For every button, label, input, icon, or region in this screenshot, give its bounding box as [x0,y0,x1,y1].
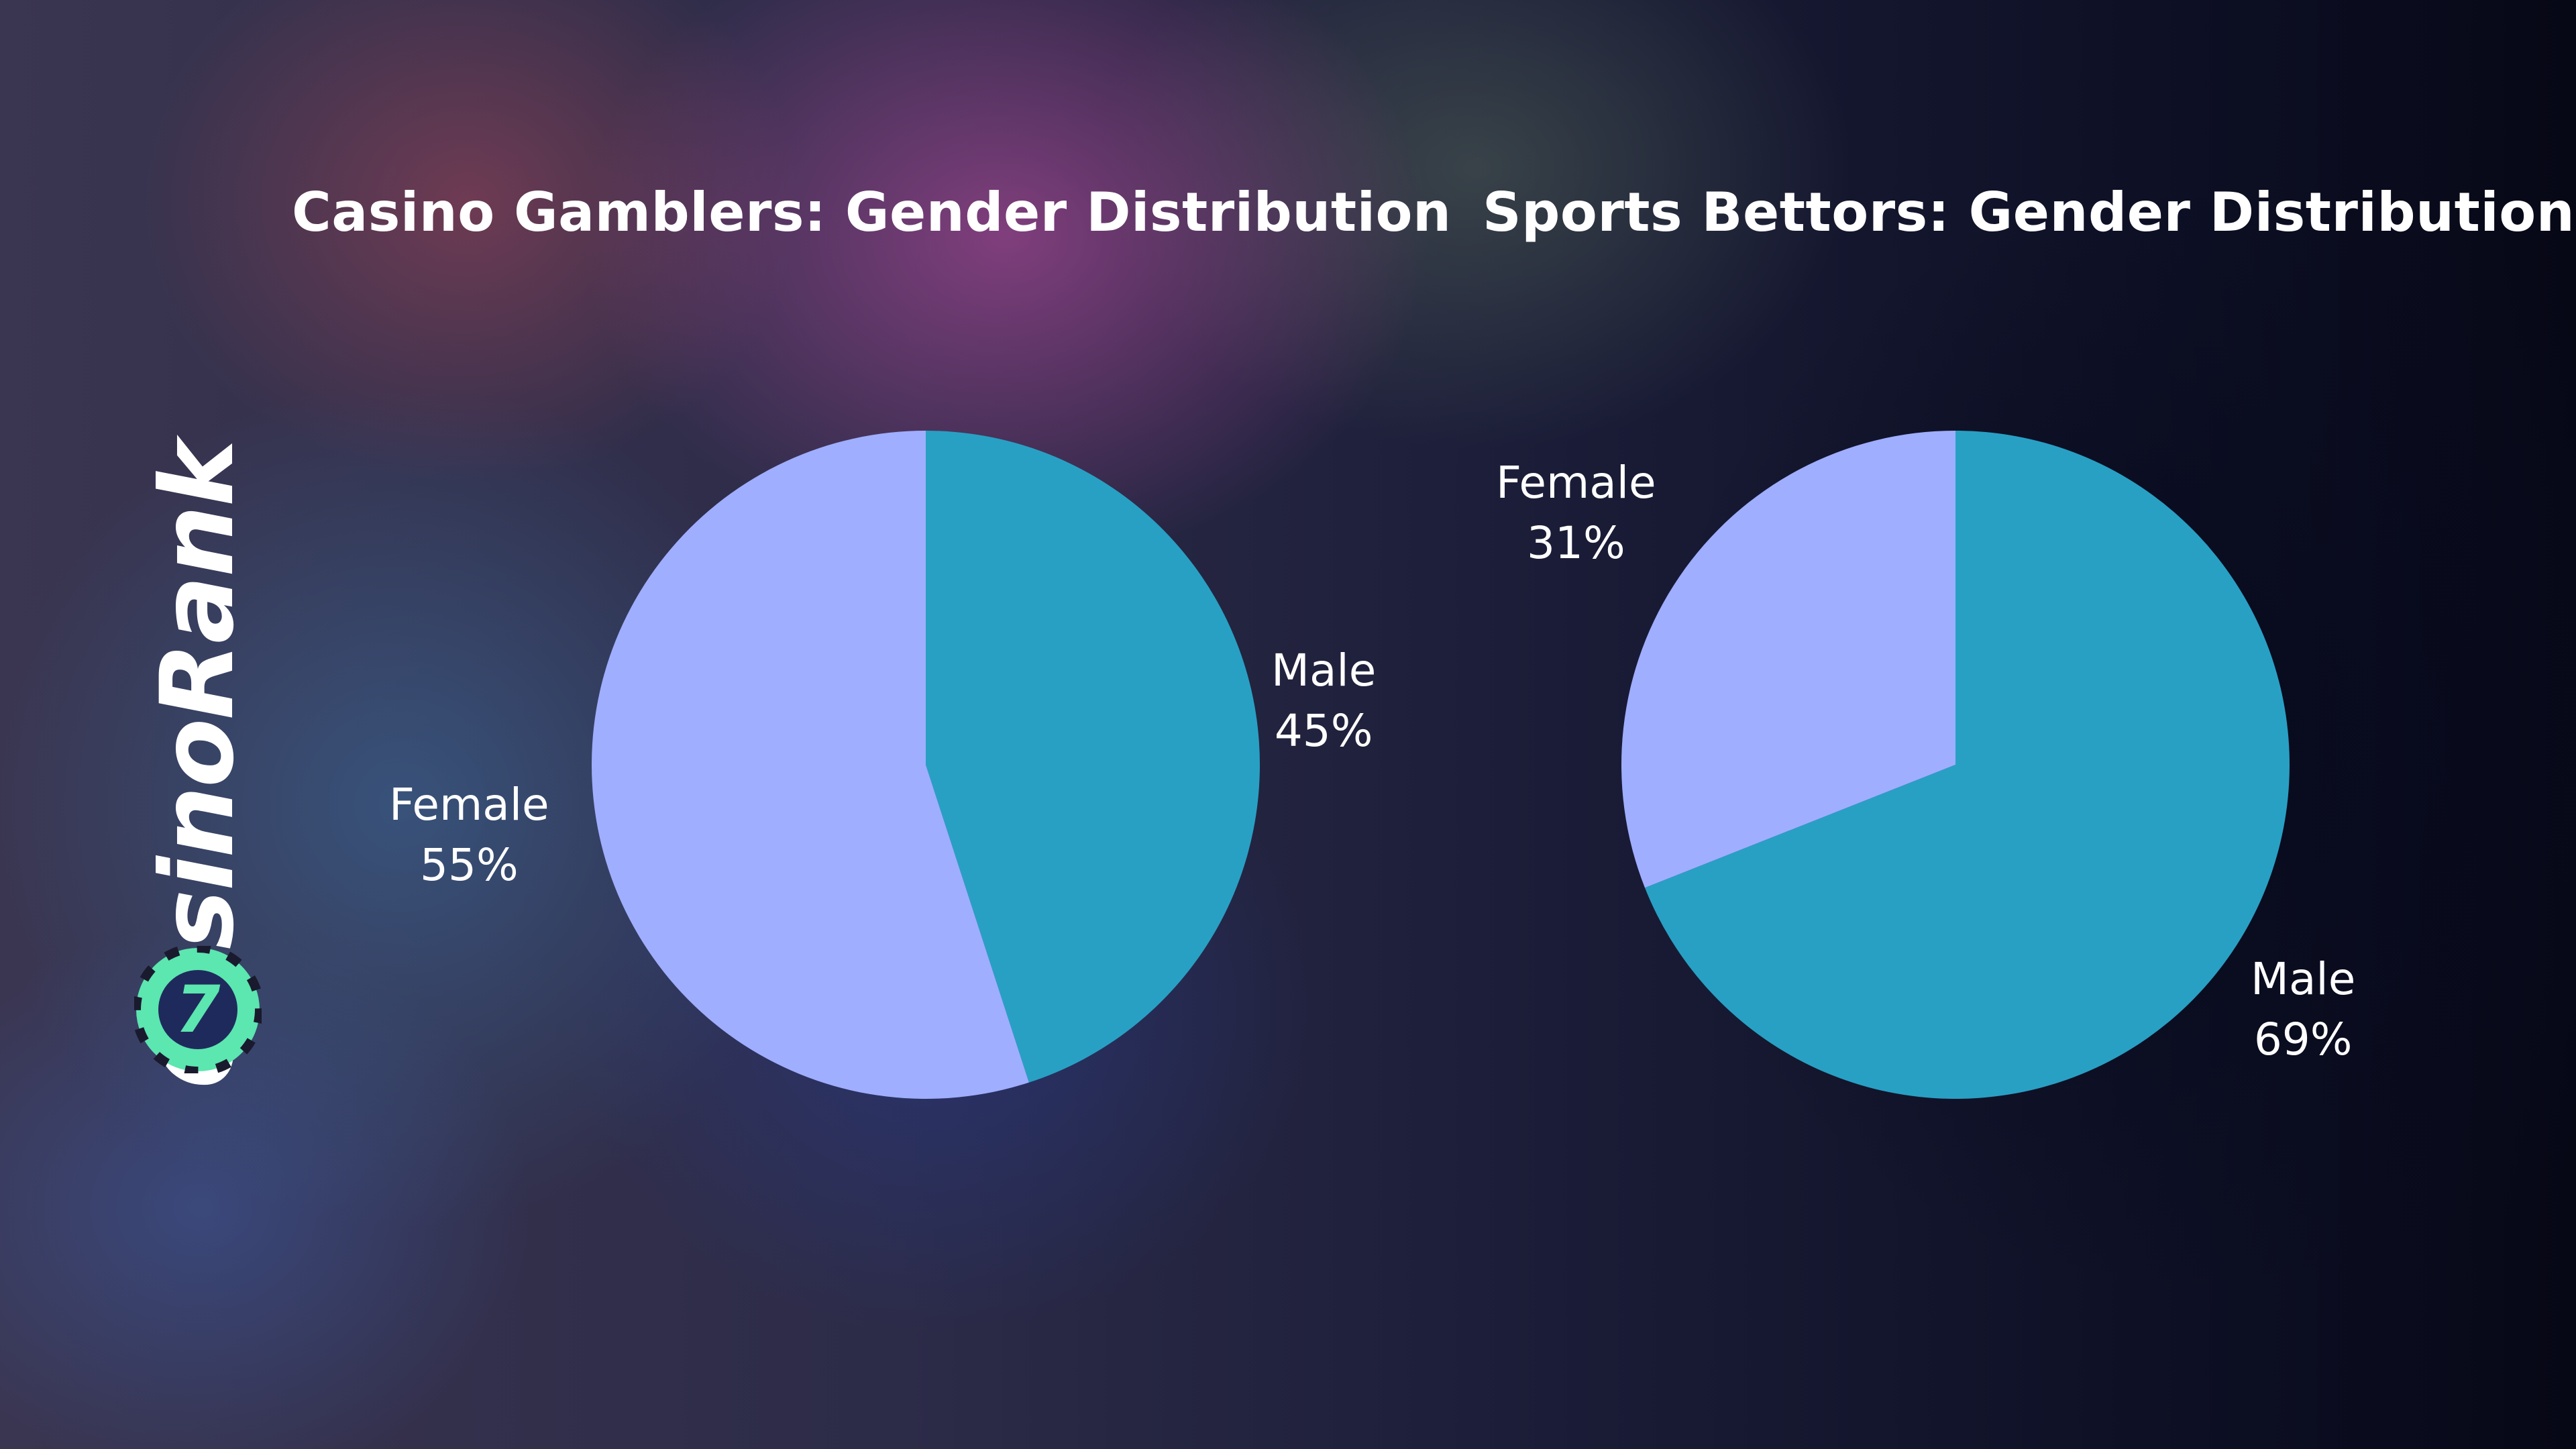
pie-slice-female [591,431,1029,1099]
slice-label-value: 31% [1526,517,1625,569]
casinorank-logo: CasinoRank 7 [121,376,275,1089]
pie-chart-casino [591,431,1260,1099]
slice-label-name: Male [2251,953,2356,1005]
slice-label-value: 45% [1274,705,1373,757]
chart-title-casino: Casino Gamblers: Gender Distribution [292,181,1452,244]
slice-label-name: Male [1271,645,1377,696]
slice-label-casino-male: Male 45% [1271,641,1376,761]
slice-label-name: Female [1496,457,1656,508]
chip-label: 7 [176,972,221,1047]
slice-label-sports-male: Male 69% [2251,949,2355,1070]
chart-title-sports: Sports Bettors: Gender Distribution [1483,181,2575,244]
slice-label-value: 69% [2253,1014,2353,1065]
slice-label-name: Female [389,779,549,830]
pie-chart-sports [1621,431,2290,1099]
slice-label-value: 55% [419,839,519,891]
slice-label-sports-female: Female 31% [1496,453,1656,574]
slice-label-casino-female: Female 55% [389,775,549,896]
casino-chip-icon: 7 [134,946,262,1073]
pie-slice-female [1621,431,1955,888]
pie-slice-male [1644,431,2290,1099]
pie-slice-male [926,431,1260,1083]
